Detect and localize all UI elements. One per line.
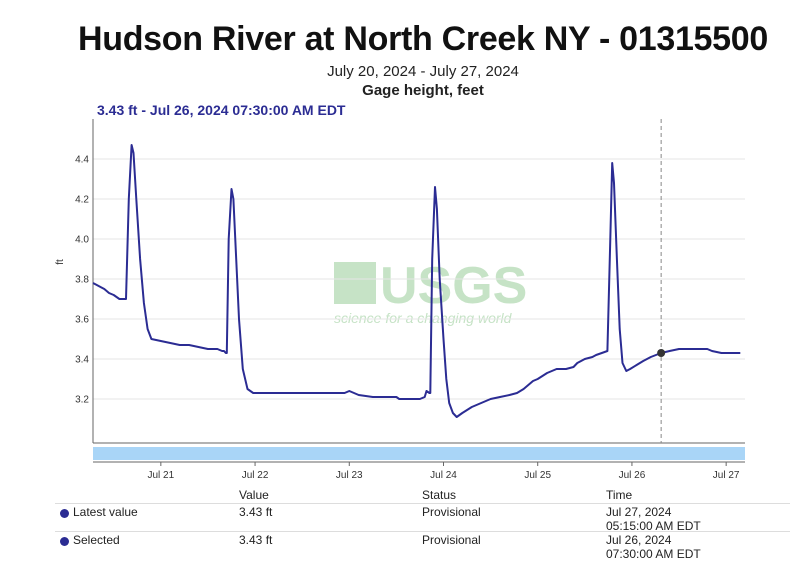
- x-tick-label: Jul 24: [430, 470, 457, 481]
- chart-title: Hudson River at North Creek NY - 0131550…: [77, 20, 768, 58]
- selected-point-marker[interactable]: [657, 349, 666, 357]
- x-tick-label: Jul 21: [147, 470, 174, 481]
- row-divider: [55, 531, 790, 532]
- x-tick-label: Jul 26: [619, 470, 646, 481]
- grid-lines: [93, 158, 745, 400]
- latest-value-status: Provisional: [422, 505, 481, 519]
- x-axis-ticks: Jul 21 Jul 22 Jul 23 Jul 24 Jul 25 Jul 26 Jul …: [147, 462, 740, 481]
- y-tick-label: 4.0: [75, 235, 89, 246]
- latest-value-dot-icon: [60, 509, 69, 518]
- selected-status: Provisional: [422, 533, 481, 547]
- watermark-tagline: science for a changing world: [334, 310, 513, 326]
- x-tick-label: Jul 22: [242, 470, 269, 481]
- selected-point-tooltip: 3.43 ft - Jul 26, 2024 07:30:00 AM EDT: [97, 102, 346, 118]
- provisional-status-band: [93, 447, 745, 460]
- y-tick-label: 3.6: [75, 315, 89, 326]
- x-tick-label: Jul 23: [336, 470, 363, 481]
- latest-value-time: 05:15:00 AM EDT: [606, 519, 701, 533]
- latest-value-label: Latest value: [73, 505, 138, 519]
- selected-value: 3.43 ft: [239, 533, 273, 547]
- x-tick-label: Jul 25: [524, 470, 551, 481]
- latest-value-value: 3.43 ft: [239, 505, 273, 519]
- gage-height-series-line: [92, 144, 741, 418]
- y-tick-label: 4.4: [75, 155, 89, 166]
- usgs-watermark: USGS science for a changing world: [334, 257, 527, 326]
- latest-value-date: Jul 27, 2024: [606, 505, 672, 519]
- selected-date: Jul 26, 2024: [606, 533, 672, 547]
- parameter-label: Gage height, feet: [362, 82, 484, 99]
- watermark-logo-mark: [334, 262, 376, 304]
- selected-dot-icon: [60, 537, 69, 546]
- selected-time: 07:30:00 AM EDT: [606, 547, 701, 561]
- y-tick-label: 4.2: [75, 195, 89, 206]
- y-axis-label: ft: [55, 259, 66, 265]
- watermark-text: USGS: [380, 257, 527, 315]
- selected-label: Selected: [73, 533, 120, 547]
- time-header: Time: [606, 488, 633, 502]
- value-header: Value: [239, 488, 269, 502]
- date-range: July 20, 2024 - July 27, 2024: [327, 63, 519, 80]
- x-tick-label: Jul 27: [713, 470, 740, 481]
- header-divider: [55, 503, 790, 504]
- status-header: Status: [422, 488, 457, 502]
- y-axis-ticks: 3.2 3.4 3.6 3.8 4.0 4.2 4.4: [75, 155, 89, 406]
- y-tick-label: 3.4: [75, 355, 89, 366]
- y-tick-label: 3.2: [75, 395, 89, 406]
- y-tick-label: 3.8: [75, 275, 89, 286]
